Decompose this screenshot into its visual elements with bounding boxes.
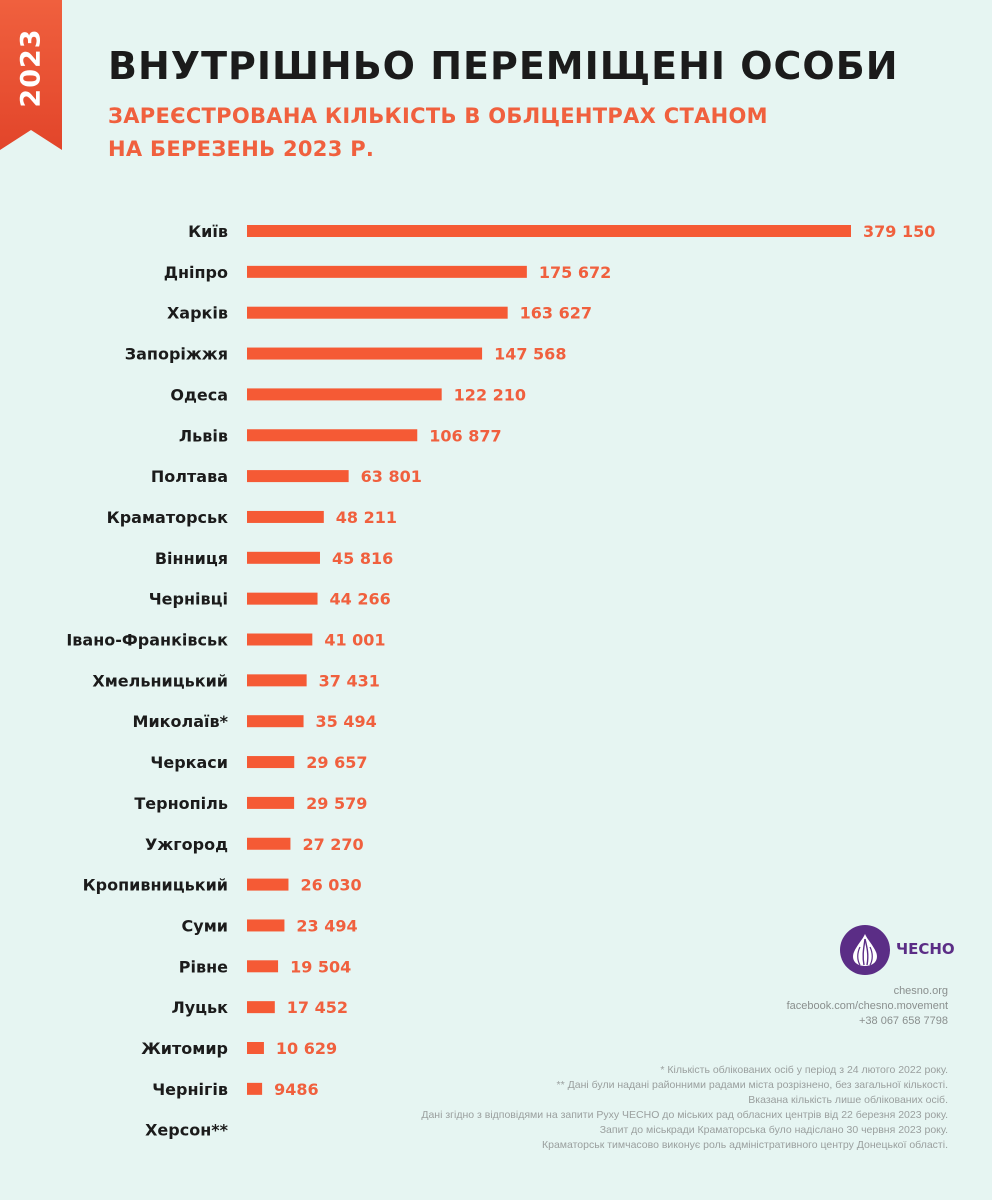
category-label: Луцьк (171, 998, 228, 1017)
footnote: ** Дані були надані районними радами міс… (556, 1079, 948, 1091)
value-label: 44 266 (330, 590, 391, 609)
phone-number: +38 067 658 7798 (858, 1015, 948, 1027)
value-label: 48 211 (336, 508, 397, 527)
value-label: 122 210 (454, 385, 526, 404)
footnote: Запит до міськради Краматорська було над… (599, 1124, 948, 1136)
value-label: 63 801 (361, 467, 422, 486)
footnotes: * Кількість облікованих осіб у період з … (421, 1063, 948, 1153)
value-label: 29 657 (306, 753, 367, 772)
year-ribbon: 2023 (0, 0, 62, 150)
bar (247, 388, 442, 401)
bar (247, 837, 291, 850)
category-label: Вінниця (155, 549, 228, 568)
value-label: 29 579 (306, 794, 367, 813)
garlic-icon (840, 925, 890, 975)
facebook-link[interactable]: facebook.com/chesno.movement (786, 1000, 948, 1012)
category-label: Краматорськ (107, 508, 229, 527)
footnote: Вказана кількість лише облікованих осіб. (748, 1094, 948, 1106)
bar (247, 1082, 263, 1095)
category-label: Миколаїв* (133, 712, 229, 731)
bar (247, 674, 307, 687)
bar (247, 796, 295, 809)
value-label: 10 629 (276, 1039, 337, 1058)
bar (247, 1001, 275, 1014)
category-label: Хмельницький (92, 671, 228, 690)
bar (247, 510, 324, 523)
value-label: 27 270 (302, 835, 363, 854)
footnote: * Кількість облікованих осіб у період з … (660, 1064, 948, 1076)
bar (247, 347, 483, 360)
category-label: Житомир (141, 1039, 228, 1058)
category-label: Івано-Франківськ (66, 631, 228, 650)
contacts: chesno.org facebook.com/chesno.movement … (787, 984, 948, 1029)
bar (247, 756, 295, 769)
category-label: Суми (182, 916, 228, 935)
bar (247, 265, 527, 278)
bar (247, 633, 313, 646)
bar (247, 1042, 264, 1054)
bar (247, 306, 508, 319)
category-label: Львів (179, 426, 228, 445)
footnote: Краматорськ тимчасово виконує роль адмін… (541, 1139, 948, 1151)
value-label: 35 494 (316, 712, 377, 731)
logo-text: ЧЕСНО (896, 940, 955, 958)
page-subtitle: ЗАРЕЄСТРОВАНА КІЛЬКІСТЬ В ОБЛЦЕНТРАХ СТА… (108, 104, 768, 161)
bar (247, 225, 851, 237)
value-label: 26 030 (300, 876, 361, 895)
value-label: 106 877 (429, 426, 501, 445)
bar (247, 470, 349, 483)
category-label: Чернівці (149, 590, 228, 609)
bar (247, 551, 320, 564)
category-label: Київ (188, 222, 228, 241)
category-label: Херсон** (145, 1121, 229, 1140)
bar (247, 960, 279, 973)
chesno-logo[interactable]: ЧЕСНО (840, 925, 955, 977)
value-label: 9486 (274, 1080, 319, 1099)
value-label: 41 001 (324, 631, 385, 650)
bar-chart: Київ 379 150 Дніпро 175 672 Харків 163 627 Зап… (66, 222, 935, 1140)
category-label: Черкаси (150, 753, 228, 772)
website-link[interactable]: chesno.org (893, 985, 948, 997)
year-label: 2023 (15, 28, 47, 108)
footnote: Дані згідно з відповідями на запити Руху… (421, 1109, 948, 1121)
category-label: Запоріжжя (125, 345, 228, 364)
value-label: 379 150 (863, 222, 935, 241)
category-label: Харків (167, 304, 228, 323)
category-label: Кропивницький (83, 876, 228, 895)
value-label: 45 816 (332, 549, 393, 568)
category-label: Полтава (151, 467, 228, 486)
bar (247, 429, 418, 442)
category-label: Ужгород (145, 835, 228, 854)
category-label: Чернігів (152, 1080, 228, 1099)
bar (247, 878, 289, 891)
value-label: 175 672 (539, 263, 611, 282)
category-label: Тернопіль (134, 794, 228, 813)
page-title: ВНУТРІШНЬО ПЕРЕМІЩЕНІ ОСОБИ (108, 44, 899, 88)
value-label: 23 494 (296, 916, 357, 935)
value-label: 37 431 (319, 671, 380, 690)
category-label: Рівне (179, 957, 228, 976)
bar (247, 715, 304, 728)
value-label: 163 627 (520, 304, 592, 323)
value-label: 147 568 (494, 345, 566, 364)
value-label: 17 452 (287, 998, 348, 1017)
bar (247, 919, 285, 932)
category-label: Одеса (170, 385, 228, 404)
bar (247, 592, 318, 605)
value-label: 19 504 (290, 957, 351, 976)
category-label: Дніпро (164, 263, 228, 282)
